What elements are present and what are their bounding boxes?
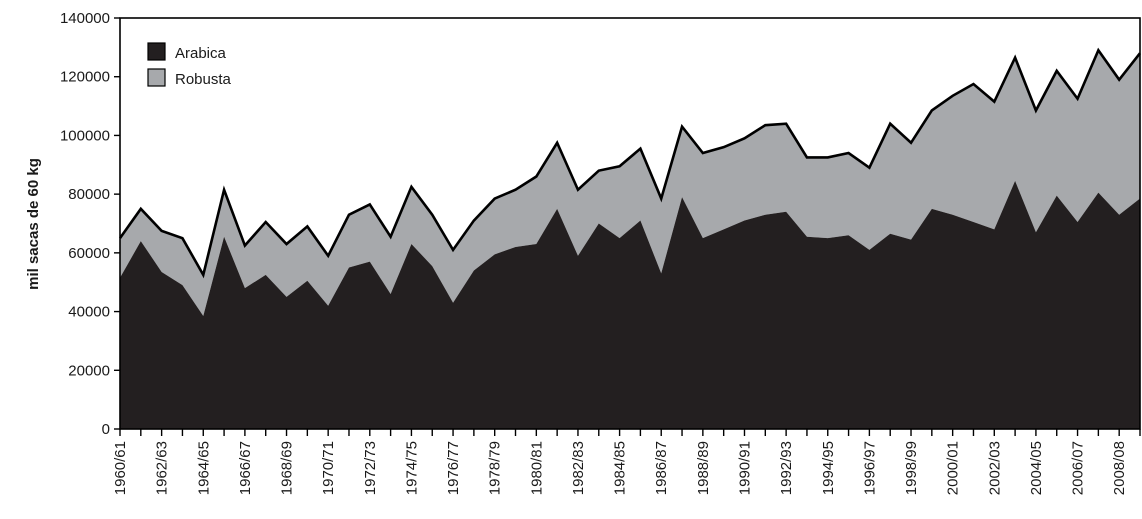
y-tick-label: 0 (102, 421, 110, 438)
x-tick-label: 1972/73 (362, 441, 379, 495)
legend-swatch-arabica (147, 42, 166, 61)
x-tick-label: 1984/85 (612, 441, 629, 495)
x-tick-label: 2004/05 (1028, 441, 1045, 495)
x-tick-label: 1976/77 (445, 441, 462, 495)
y-tick-label: 60000 (68, 245, 110, 262)
x-tick-label: 1970/71 (320, 441, 337, 495)
x-tick-label: 1988/89 (695, 441, 712, 495)
y-tick-label: 80000 (68, 186, 110, 203)
x-tick-label: 1974/75 (403, 441, 420, 495)
x-tick-label: 1990/91 (736, 441, 753, 495)
plot-frame (119, 17, 1141, 430)
x-tick-label: 1980/81 (528, 441, 545, 495)
legend: Arabica Robusta (147, 42, 232, 88)
y-axis-label: mil sacas de 60 kg (25, 158, 42, 290)
x-tick-label: 2008/08 (1111, 441, 1128, 495)
plot-area: 0 20000 40000 60000 80000 100000 120000 140000 1… (60, 10, 1142, 495)
x-tick-label: 1994/95 (820, 441, 837, 495)
robusta-area (120, 50, 1140, 316)
y-tick-label: 140000 (60, 10, 110, 27)
x-tick-label: 1992/93 (778, 441, 795, 495)
y-tick-label: 20000 (68, 362, 110, 379)
x-tick-label: 1962/63 (154, 441, 171, 495)
total-line (118, 47, 1142, 279)
x-tick-label: 1982/83 (570, 441, 587, 495)
x-tick-label: 1986/87 (653, 441, 670, 495)
x-tick-label: 1998/99 (903, 441, 920, 495)
y-tick-label: 40000 (68, 304, 110, 321)
x-tick-label: 1996/97 (861, 441, 878, 495)
x-tick-label: 1968/69 (279, 441, 296, 495)
legend-swatch-robusta (147, 68, 166, 87)
x-tick-label: 1978/79 (487, 441, 504, 495)
x-tick-label: 2000/01 (945, 441, 962, 495)
x-tick-label: 2002/03 (986, 441, 1003, 495)
x-tick-label: 1966/67 (237, 441, 254, 495)
x-tick-label: 2006/07 (1070, 441, 1087, 495)
arabica-area (120, 180, 1140, 429)
x-tick-label: 1964/65 (195, 441, 212, 495)
legend-label-robusta: Robusta (175, 71, 232, 88)
x-tick-label: 1960/61 (112, 441, 129, 495)
legend-label-arabica: Arabica (175, 45, 227, 62)
y-tick-label: 100000 (60, 127, 110, 144)
y-tick-label: 120000 (60, 69, 110, 86)
